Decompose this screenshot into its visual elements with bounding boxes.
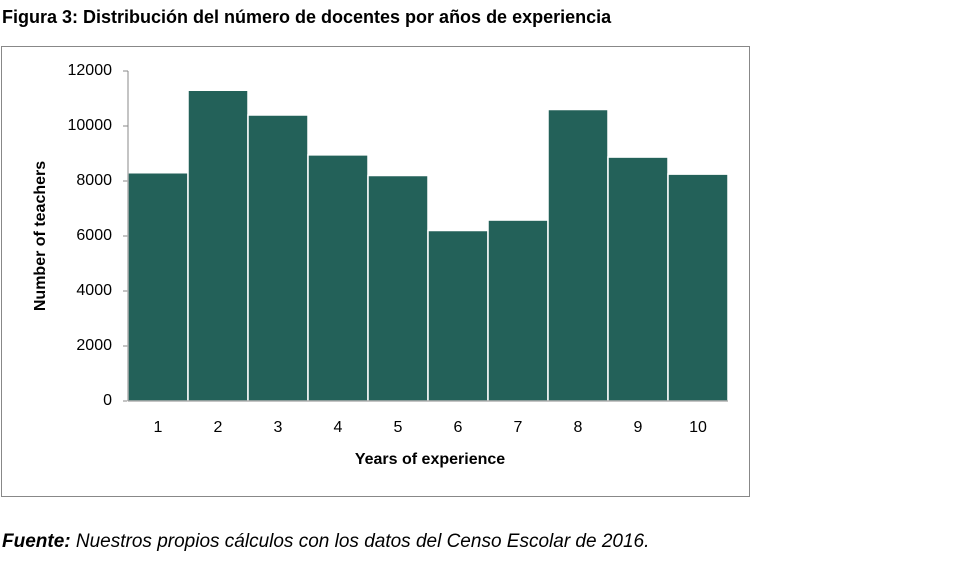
chart-title: Figura 3: Distribución del número de doc…	[2, 7, 612, 27]
x-tick-label: 8	[574, 419, 583, 436]
bar	[547, 108, 609, 402]
y-tick-label: 12000	[68, 62, 113, 79]
x-tick-label: 3	[274, 419, 283, 436]
y-tick-label: 6000	[76, 227, 112, 244]
bar	[607, 156, 669, 402]
y-tick-label: 0	[103, 392, 112, 409]
y-axis-title: Number of teachers	[32, 161, 49, 311]
bar	[367, 174, 429, 402]
x-axis-title: Years of experience	[355, 451, 505, 468]
bar	[427, 229, 489, 402]
x-tick-label: 9	[634, 419, 643, 436]
x-tick-label: 7	[514, 419, 523, 436]
x-tick-label: 2	[214, 419, 223, 436]
bar	[247, 114, 309, 402]
y-tick-label: 4000	[76, 282, 112, 299]
bar	[127, 172, 189, 402]
x-tick-label: 1	[154, 419, 163, 436]
y-tick-label: 2000	[76, 337, 112, 354]
bar	[487, 219, 549, 402]
source-text: Nuestros propios cálculos con los datos …	[76, 531, 650, 552]
x-tick-label: 4	[334, 419, 343, 436]
chart-frame	[1, 46, 750, 497]
source-note: Fuente: Nuestros propios cálculos con lo…	[2, 531, 649, 552]
x-tick-label: 6	[454, 419, 463, 436]
bar	[187, 89, 249, 402]
x-tick-label: 5	[394, 419, 403, 436]
x-tick-label: 10	[689, 419, 707, 436]
bar	[667, 173, 729, 402]
source-label: Fuente:	[2, 531, 71, 552]
y-tick-label: 10000	[68, 117, 113, 134]
bar	[307, 154, 369, 402]
y-tick-label: 8000	[76, 172, 112, 189]
